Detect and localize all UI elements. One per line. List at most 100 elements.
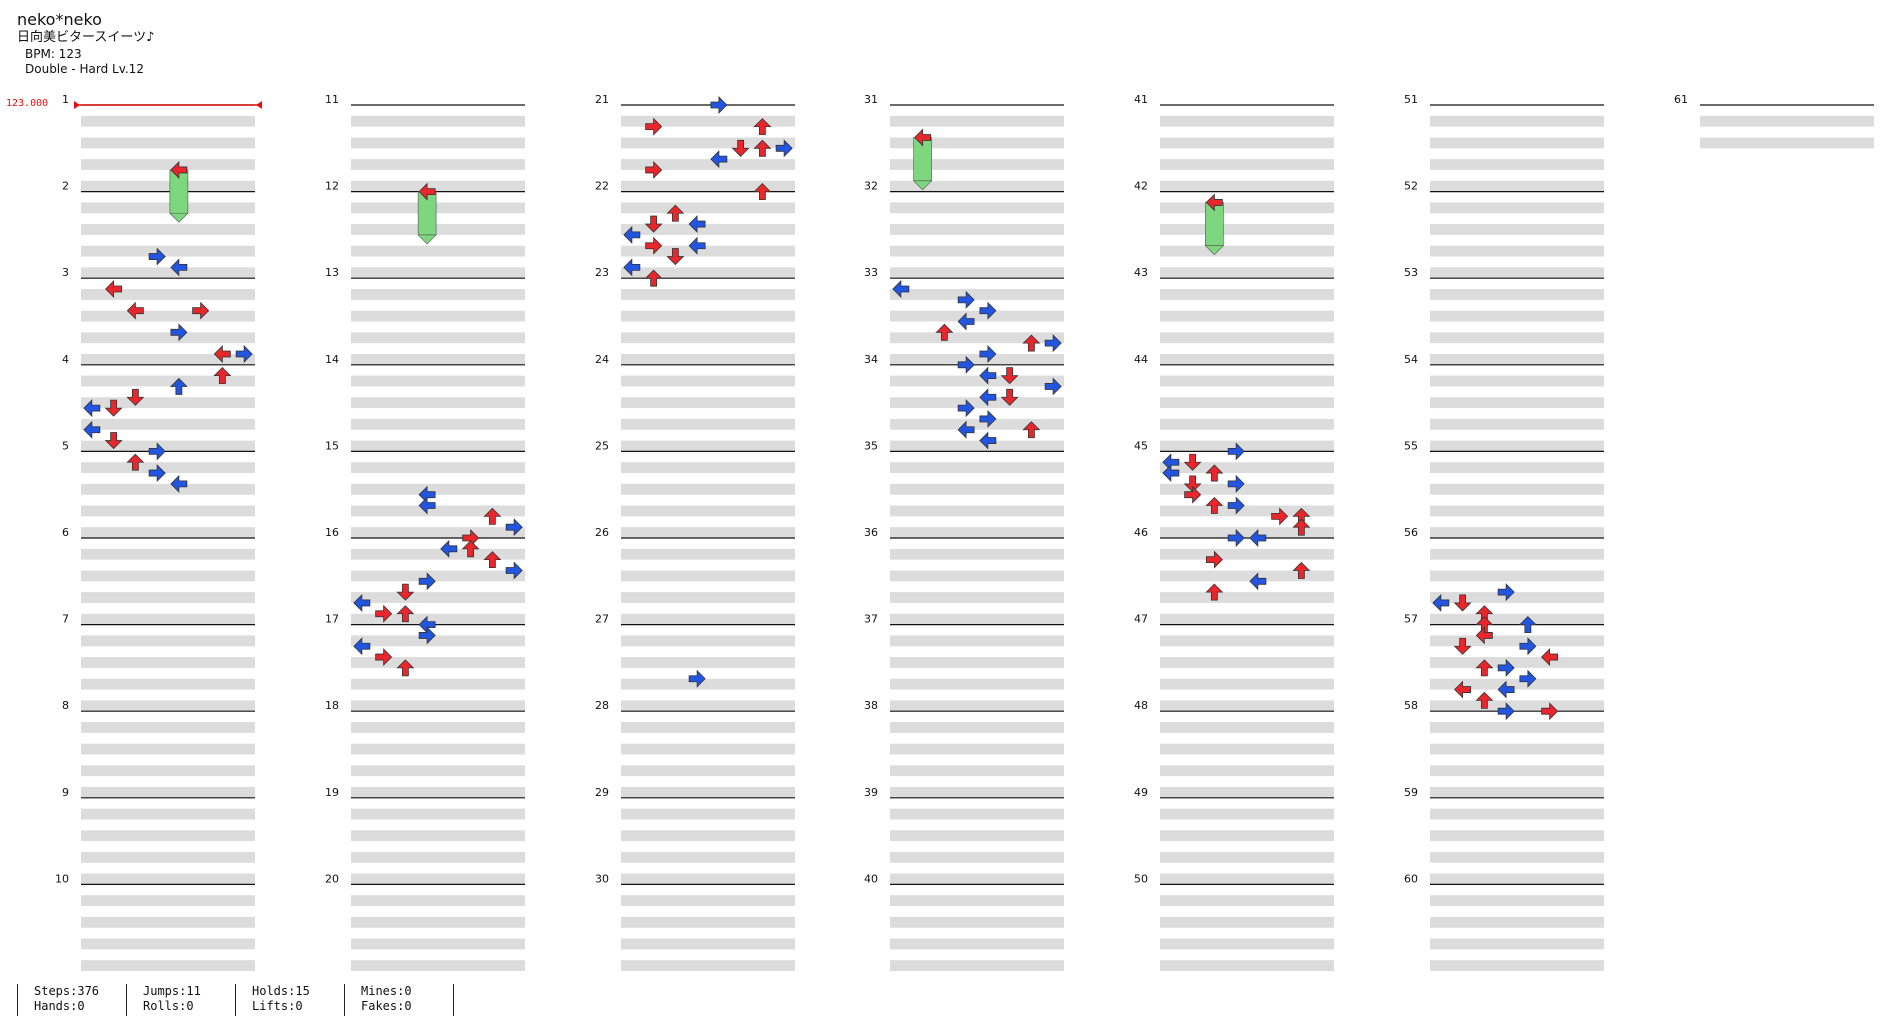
beat-stripe <box>890 678 1064 690</box>
beat-stripe <box>621 765 795 777</box>
arrow-shape <box>688 236 706 255</box>
beat-stripe <box>1160 786 1334 798</box>
beat-stripe <box>890 700 1064 712</box>
stat-lifts: Lifts:0 <box>252 999 303 1013</box>
arrow-shape <box>1227 442 1245 461</box>
beat-stripe <box>1430 873 1604 885</box>
step-arrow <box>418 626 436 645</box>
measure-number: 26 <box>595 526 609 539</box>
step-arrow <box>1519 637 1537 656</box>
step-arrow <box>1292 561 1311 579</box>
arrow-shape <box>461 540 480 558</box>
measure-number: 57 <box>1404 613 1418 626</box>
arrow-shape <box>170 323 188 342</box>
beat-stripe <box>890 310 1064 322</box>
beat-stripe <box>1160 418 1334 430</box>
beat-stripe <box>81 786 255 798</box>
measure-number: 43 <box>1134 266 1148 279</box>
step-arrow <box>753 118 772 136</box>
beat-stripe <box>81 310 255 322</box>
step-arrow <box>623 225 641 244</box>
arrow-shape <box>775 139 793 158</box>
measure-number: 24 <box>595 353 609 366</box>
measure-number: 20 <box>325 872 339 885</box>
step-arrow <box>1183 453 1202 471</box>
arrow-shape <box>666 204 685 222</box>
beat-stripe <box>1430 851 1604 863</box>
arrow-shape <box>935 323 954 341</box>
stats-col-1: Steps:376 Hands:0 <box>17 984 126 1016</box>
beat-stripe <box>81 115 255 127</box>
measure-number: 41 <box>1134 93 1148 106</box>
step-chart: 1234567891011121314151617181920212223242… <box>55 93 1874 971</box>
beat-stripe <box>351 938 525 950</box>
beat-stripe <box>621 527 795 538</box>
step-arrow <box>1044 334 1062 353</box>
step-arrow <box>1518 616 1537 633</box>
arrow-shape <box>418 572 436 591</box>
step-arrow <box>461 540 480 558</box>
stat-holds: Holds:15 <box>252 984 310 998</box>
beat-stripe <box>1160 916 1334 928</box>
beat-stripe <box>890 960 1064 971</box>
chart-stats: Steps:376 Hands:0 Jumps:11 Rolls:0 Holds:1… <box>17 984 454 1016</box>
step-arrow <box>1205 550 1223 569</box>
measure-number: 11 <box>325 93 339 106</box>
step-arrow <box>126 388 145 406</box>
beat-stripe <box>890 267 1064 279</box>
beat-stripe <box>621 180 795 192</box>
beat-stripe <box>1430 332 1604 344</box>
beat-stripe <box>890 159 1064 170</box>
beat-stripe <box>1160 353 1334 365</box>
step-arrow <box>169 377 188 395</box>
arrow-shape <box>104 399 123 417</box>
measure-number: 21 <box>595 93 609 106</box>
arrow-shape <box>1227 474 1245 493</box>
step-arrow <box>1292 518 1311 536</box>
step-arrow <box>1227 496 1245 515</box>
chart-header: neko*neko 日向美ビタースイーツ♪ BPM: 123 Double - … <box>17 10 154 77</box>
arrow-shape <box>957 290 975 309</box>
step-arrow <box>213 345 231 363</box>
measure-number: 6 <box>62 526 69 539</box>
beat-stripe <box>81 289 255 300</box>
arrow-shape <box>1249 529 1267 547</box>
step-arrow <box>1271 507 1289 526</box>
measure-number: 8 <box>62 699 69 712</box>
stat-rolls: Rolls:0 <box>143 999 194 1013</box>
step-arrow <box>935 323 954 341</box>
beat-stripe <box>351 202 525 214</box>
arrow-shape <box>645 117 663 136</box>
measure-number: 59 <box>1404 786 1418 799</box>
step-arrow <box>645 160 663 179</box>
beat-stripe <box>890 375 1064 387</box>
step-arrow <box>644 269 663 287</box>
measure-number: 50 <box>1134 872 1148 885</box>
measure-number: 35 <box>864 439 878 452</box>
arrow-shape <box>979 431 997 450</box>
beat-stripe <box>890 527 1064 538</box>
beat-stripe <box>81 397 255 409</box>
measure-number: 30 <box>595 872 609 885</box>
arrow-shape <box>1205 193 1223 212</box>
beat-stripe <box>1430 397 1604 409</box>
arrow-shape <box>235 345 253 363</box>
measure-number: 36 <box>864 526 878 539</box>
step-arrow <box>688 236 706 255</box>
beat-stripe <box>351 527 525 538</box>
step-arrow <box>979 301 997 320</box>
step-arrow <box>396 605 415 623</box>
arrow-shape <box>1453 637 1472 655</box>
step-arrow <box>710 150 728 169</box>
arrow-shape <box>753 183 772 201</box>
arrow-shape <box>353 593 371 612</box>
beat-stripe <box>1430 635 1604 647</box>
stat-steps: Steps:376 <box>34 984 100 998</box>
step-arrow <box>979 431 997 450</box>
step-arrow <box>1249 572 1267 591</box>
beat-stripe <box>890 202 1064 214</box>
beat-stripe <box>81 483 255 495</box>
step-arrow <box>353 593 371 612</box>
beat-stripe <box>351 808 525 820</box>
step-arrow <box>235 345 253 363</box>
